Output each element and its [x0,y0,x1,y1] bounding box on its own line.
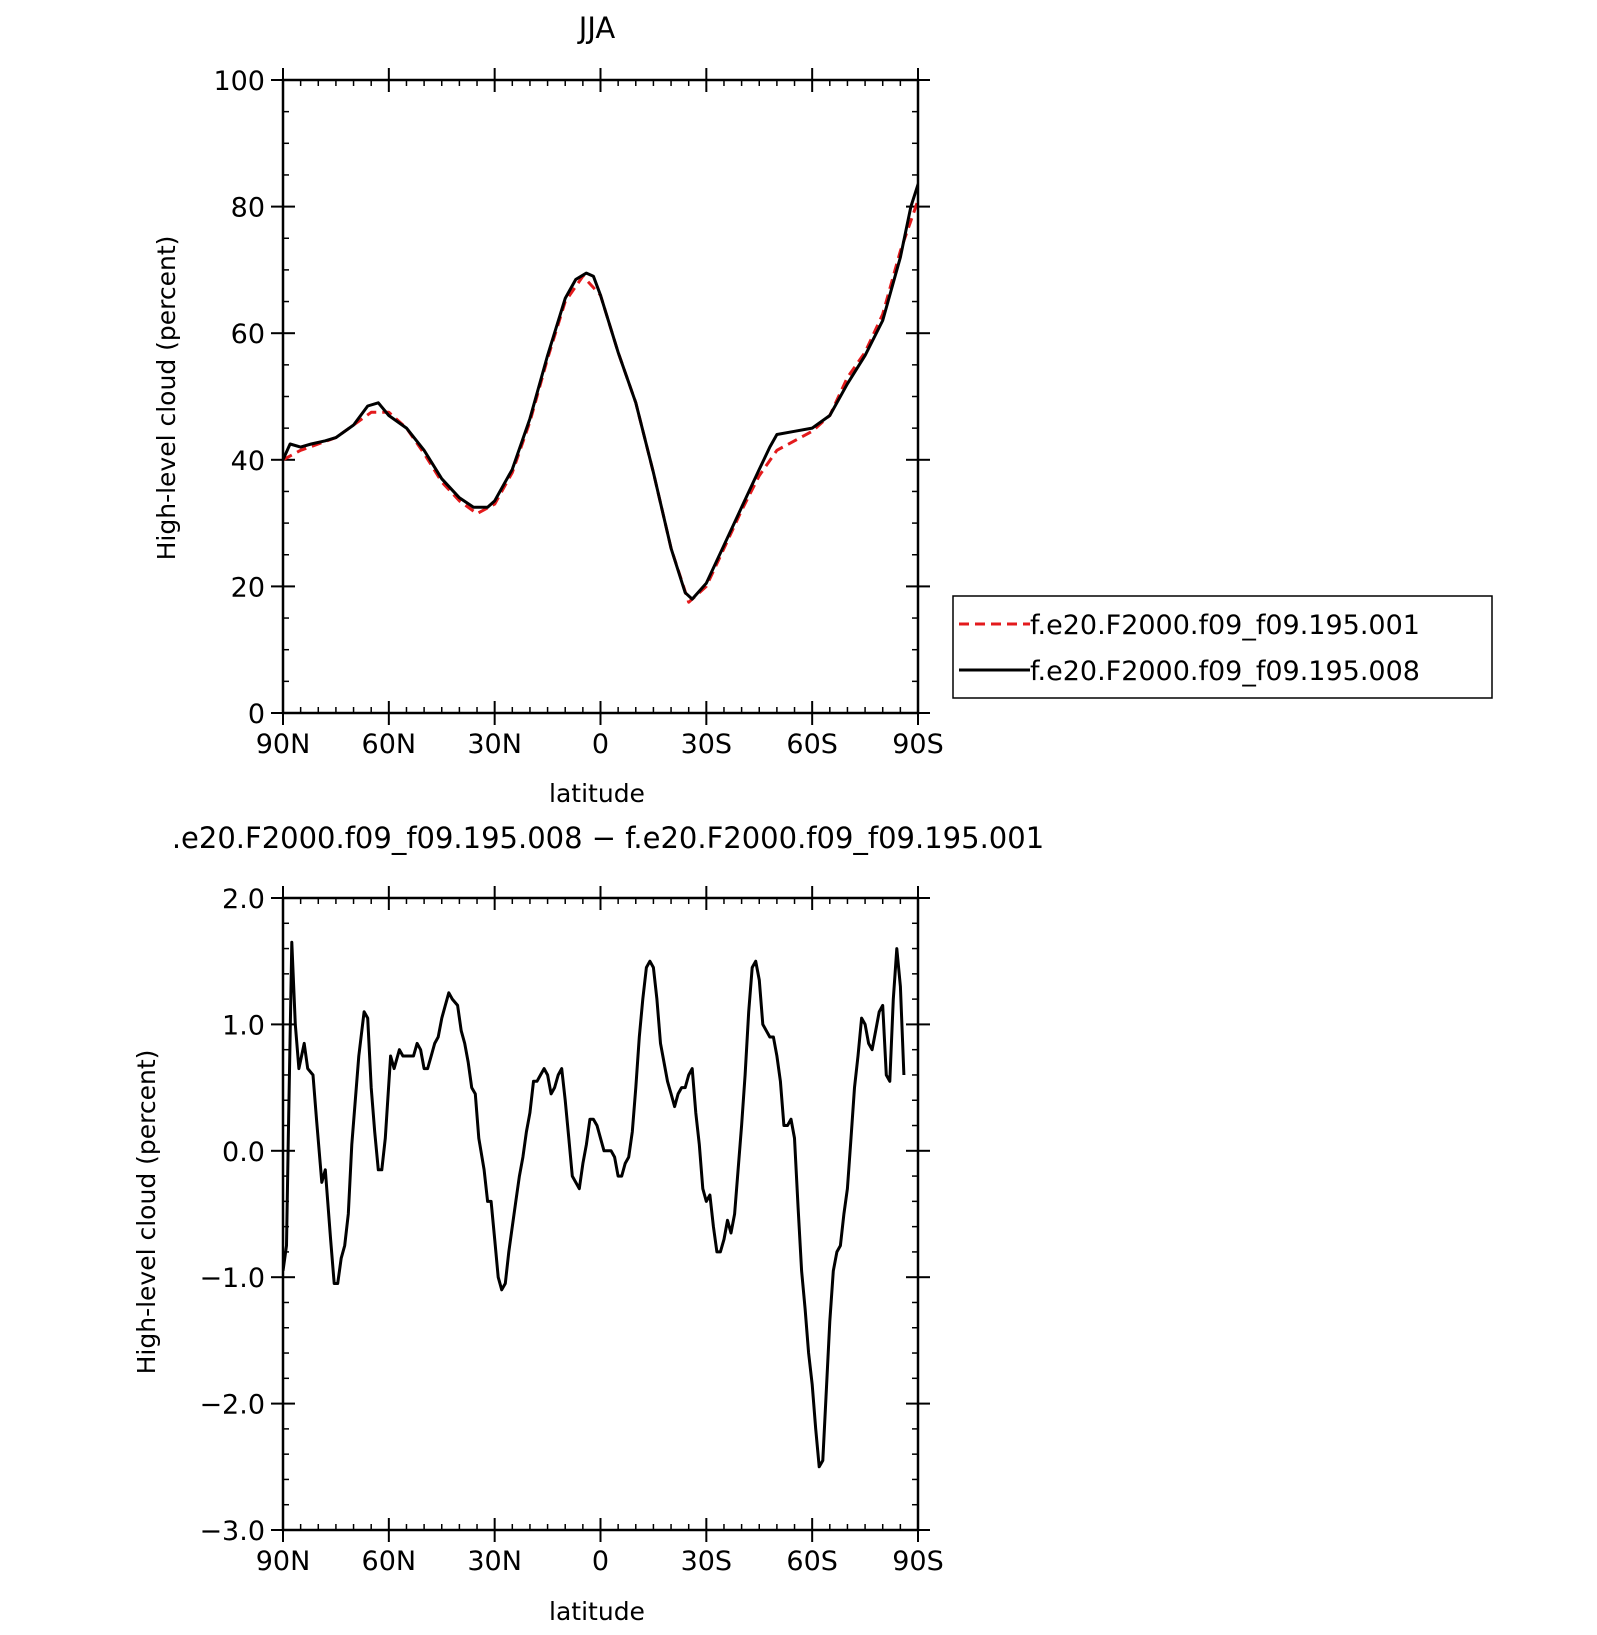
bottom-panel-y-axis-label: High-level cloud (percent) [132,1050,161,1375]
plot-frame [281,78,920,715]
y-tick-label: 40 [231,446,265,477]
legend-label-008: f.e20.F2000.f09_f09.195.008 [1030,656,1420,687]
bottom-panel-frame [281,896,920,1532]
y-tick-label: −1.0 [199,1263,265,1294]
y-tick-label: 2.0 [222,884,265,915]
x-tick-label: 90N [256,729,311,760]
top-panel-y-axis-label: High-level cloud (percent) [152,236,181,561]
x-tick-label: 90N [256,1546,311,1577]
x-tick-label: 30S [681,729,733,760]
x-tick-label: 30S [681,1546,733,1577]
top-panel-frame [281,78,920,715]
y-tick-label: 0 [248,699,265,730]
x-tick-label: 90S [892,729,944,760]
bottom-panel-title: .e20.F2000.f09_f09.195.008 − f.e20.F2000… [172,821,1044,855]
y-tick-label: −3.0 [199,1516,265,1547]
top-panel-axes: 90N 60N 30N 0 30S 60S 90S 0 20 40 60 80 100 [213,66,943,760]
difference-series-line [283,940,906,1469]
y-tick-label: −2.0 [199,1390,265,1421]
series-line-f.e20.F2000.f09_f09.195.008 [283,182,918,601]
x-tick-label: 90S [892,1546,944,1577]
y-tick-label: 0.0 [222,1137,265,1168]
bottom-panel-axes: 90N 60N 30N 0 30S 60S 90S −3.0 −2.0 −1.0 0.0 1.0 2.0 [199,884,943,1577]
legend-label-001: f.e20.F2000.f09_f09.195.001 [1030,610,1420,641]
x-tick-label: 60N [362,1546,417,1577]
top-panel-x-axis-label: latitude [549,779,645,808]
series-line-f.e20.F2000.f09_f09.195.001 [283,195,918,604]
x-tick-label: 60N [362,729,417,760]
top-panel: JJA High-level cloud (percent) latitude … [152,11,1493,808]
y-tick-label: 80 [231,193,265,224]
x-tick-label: 30N [467,729,522,760]
x-tick-label: 60S [786,729,838,760]
legend-box [952,595,1493,699]
x-tick-label: 30N [467,1546,522,1577]
y-tick-label: 20 [231,572,265,603]
x-tick-label: 60S [786,1546,838,1577]
y-tick-label: 1.0 [222,1010,265,1041]
plot-frame [281,896,920,1532]
bottom-panel: .e20.F2000.f09_f09.195.008 − f.e20.F2000… [132,821,1044,1626]
y-tick-label: 60 [231,319,265,350]
x-tick-label: 0 [592,729,609,760]
bottom-panel-plot-lines [283,940,906,1469]
bottom-panel-x-axis-label: latitude [549,1597,645,1626]
x-tick-label: 0 [592,1546,609,1577]
top-panel-plot-lines [283,182,918,604]
top-panel-title: JJA [577,11,616,45]
legend: f.e20.F2000.f09_f09.195.001 f.e20.F2000.… [952,595,1493,699]
y-tick-label: 100 [213,66,265,97]
